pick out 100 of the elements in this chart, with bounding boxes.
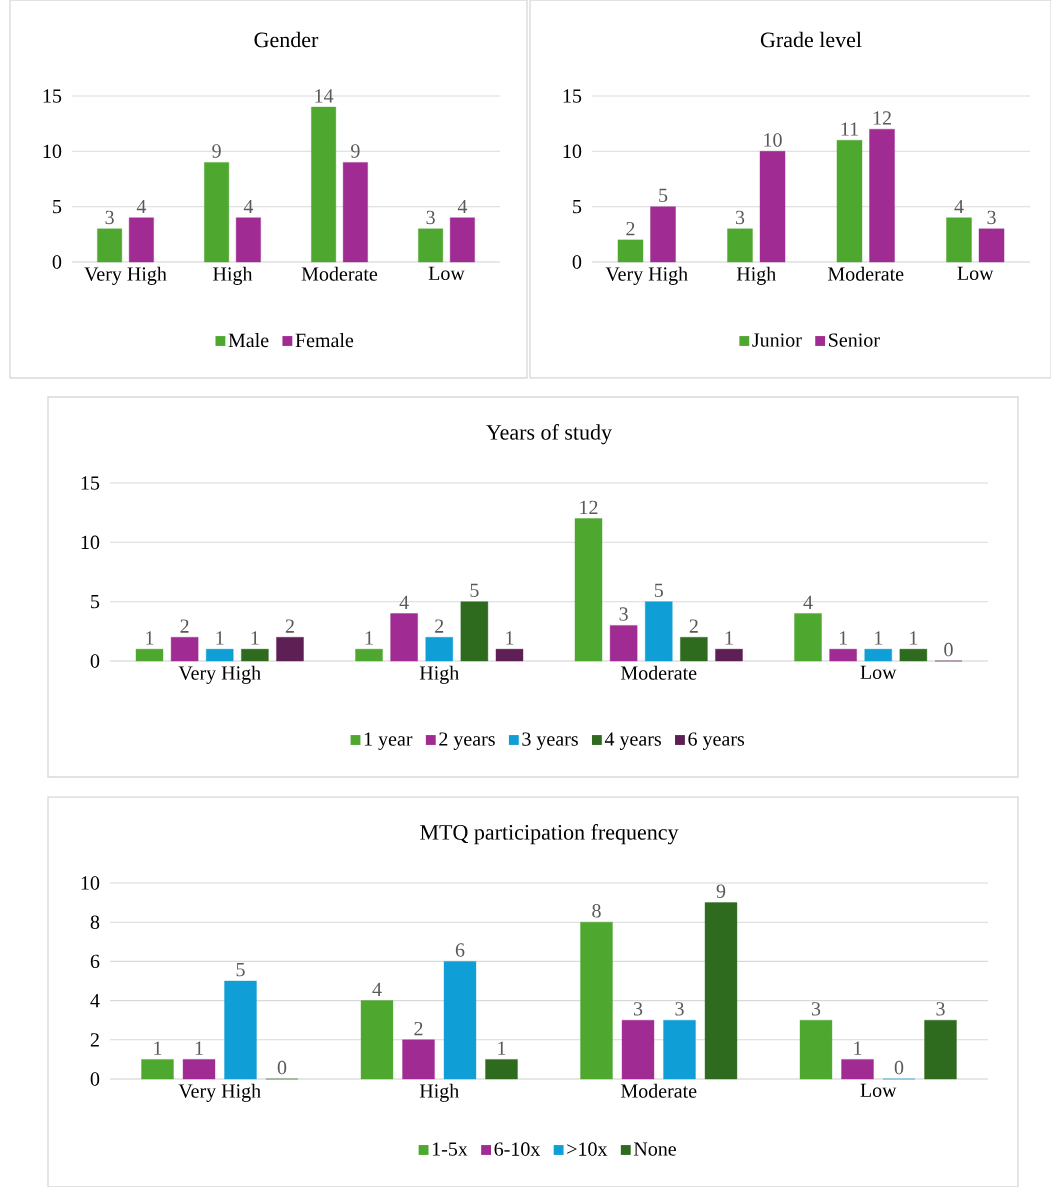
data-label: 1 <box>910 631 918 645</box>
chart-title: Gender <box>254 31 319 48</box>
bar <box>574 518 603 662</box>
x-tick-label: High <box>419 1083 459 1102</box>
bar <box>97 228 123 263</box>
bar <box>645 601 673 662</box>
y-tick-label: 4 <box>90 994 100 1008</box>
legend-label: 6 years <box>688 732 745 750</box>
y-tick-label: 10 <box>563 144 582 159</box>
bar <box>727 228 753 263</box>
bar <box>836 140 863 263</box>
x-tick-label: Low <box>957 266 994 280</box>
legend-label: Junior <box>752 333 802 347</box>
y-tick-label: 0 <box>90 1072 100 1086</box>
legend-label: 1-5x <box>432 1142 468 1156</box>
bar <box>460 601 489 662</box>
bar <box>663 1020 696 1080</box>
bar <box>617 239 644 263</box>
bar <box>609 625 638 662</box>
bar <box>206 648 234 662</box>
legend-label: >10x <box>567 1142 608 1156</box>
legend-label: 3 years <box>522 732 578 750</box>
legend-label: Senior <box>829 333 880 347</box>
data-label: 3 <box>811 1002 821 1016</box>
y-tick-label: 0 <box>572 255 582 269</box>
bar <box>128 217 154 263</box>
data-label: 8 <box>592 904 601 918</box>
data-label: 5 <box>470 583 479 598</box>
bar <box>443 961 477 1080</box>
legend-label: 1 year <box>364 732 413 750</box>
data-label: 0 <box>277 1060 287 1075</box>
x-tick-label: Very High <box>84 266 167 285</box>
bar <box>799 1020 833 1080</box>
x-tick-label: Low <box>860 665 897 679</box>
y-tick-label: 10 <box>81 876 100 890</box>
data-label: 1 <box>854 1041 862 1055</box>
bar <box>170 637 199 662</box>
bar <box>485 1059 518 1080</box>
data-label: 2 <box>689 619 698 633</box>
data-label: 1 <box>365 631 373 645</box>
data-label: 5 <box>236 963 245 977</box>
bar <box>311 106 337 263</box>
legend-label: Male <box>228 333 269 348</box>
y-tick-label: 10 <box>43 144 62 159</box>
x-tick-label: Very High <box>605 266 688 285</box>
x-tick-label: Moderate <box>301 266 378 281</box>
bar <box>224 980 257 1080</box>
bar <box>869 129 895 263</box>
data-label: 1 <box>839 631 847 645</box>
bar <box>495 648 524 662</box>
data-label: 2 <box>414 1021 423 1036</box>
data-label: 1 <box>506 631 514 645</box>
data-label: 1 <box>154 1041 162 1055</box>
chart-title: MTQ participation frequency <box>420 824 679 845</box>
data-label: 2 <box>180 619 189 633</box>
y-tick-label: 8 <box>90 915 100 929</box>
legend-label: 2 years <box>439 732 495 750</box>
bar <box>135 648 164 662</box>
chart-title: Years of study <box>486 424 612 445</box>
bar <box>829 648 857 662</box>
legend-label: 4 years <box>604 732 661 750</box>
y-tick-label: 2 <box>90 1033 99 1047</box>
data-label: 1 <box>251 631 259 645</box>
data-label: 1 <box>498 1041 506 1055</box>
data-label: 4 <box>136 199 147 214</box>
x-tick-label: Very High <box>178 665 261 684</box>
data-label: 0 <box>894 1060 904 1075</box>
data-label: 4 <box>399 595 409 609</box>
y-tick-label: 0 <box>90 654 100 668</box>
data-label: 1 <box>195 1041 203 1055</box>
data-label: 3 <box>936 1002 945 1016</box>
data-label: 1 <box>146 631 154 645</box>
data-label: 4 <box>803 595 813 609</box>
data-label: 3 <box>633 1002 643 1016</box>
data-label: 11 <box>841 122 858 136</box>
y-tick-label: 6 <box>90 954 100 969</box>
y-tick-label: 5 <box>573 200 582 214</box>
bar <box>841 1059 874 1080</box>
bar <box>704 902 738 1080</box>
data-label: 4 <box>954 199 964 214</box>
bar <box>794 613 822 662</box>
bar <box>978 228 1005 263</box>
data-label: 1 <box>725 631 733 645</box>
y-tick-label: 5 <box>53 200 62 214</box>
data-label: 3 <box>987 210 996 225</box>
bar <box>899 648 928 662</box>
data-label: 5 <box>654 583 663 598</box>
x-tick-label: Very High <box>178 1083 261 1102</box>
data-label: 0 <box>944 642 953 657</box>
data-label: 3 <box>619 607 628 621</box>
x-tick-label: Low <box>860 1083 897 1097</box>
bar <box>402 1039 435 1080</box>
bar <box>182 1059 216 1080</box>
data-label: 2 <box>435 619 444 633</box>
x-tick-label: Moderate <box>621 1083 697 1098</box>
bar <box>580 922 613 1080</box>
bar <box>864 648 892 662</box>
y-tick-label: 15 <box>43 89 62 103</box>
y-tick-label: 5 <box>91 595 100 609</box>
bar <box>204 162 230 263</box>
